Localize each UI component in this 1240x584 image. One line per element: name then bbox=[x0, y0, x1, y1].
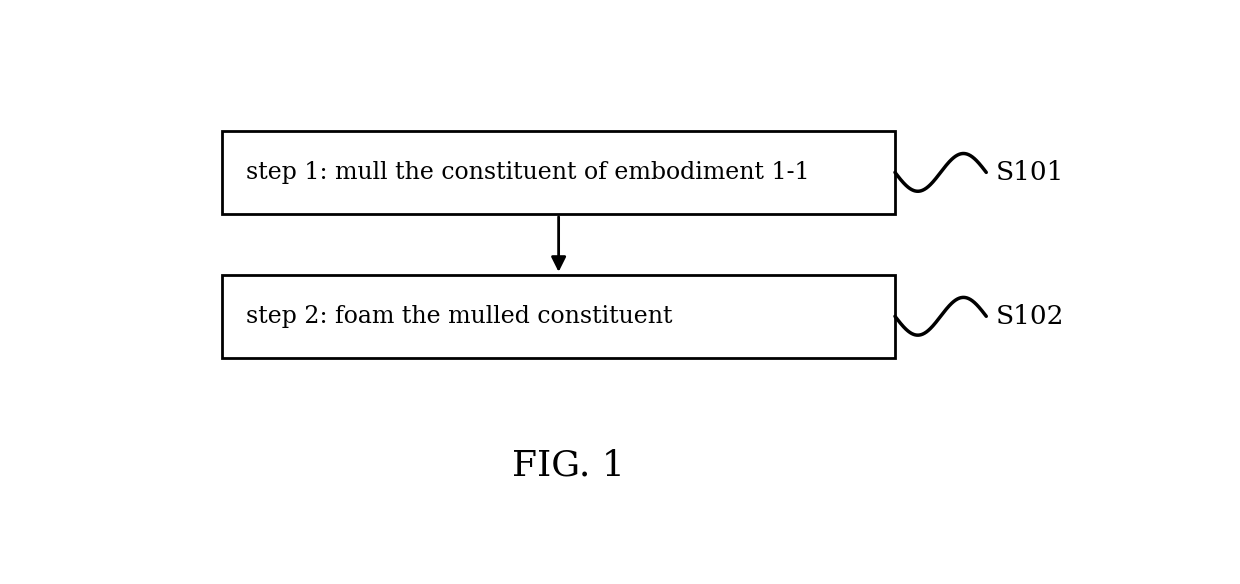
Text: S101: S101 bbox=[996, 160, 1064, 185]
Text: step 2: foam the mulled constituent: step 2: foam the mulled constituent bbox=[247, 305, 673, 328]
Text: step 1: mull the constituent of embodiment 1-1: step 1: mull the constituent of embodime… bbox=[247, 161, 810, 184]
Text: FIG. 1: FIG. 1 bbox=[512, 449, 625, 483]
FancyBboxPatch shape bbox=[222, 131, 895, 214]
Text: S102: S102 bbox=[996, 304, 1064, 329]
FancyBboxPatch shape bbox=[222, 274, 895, 358]
